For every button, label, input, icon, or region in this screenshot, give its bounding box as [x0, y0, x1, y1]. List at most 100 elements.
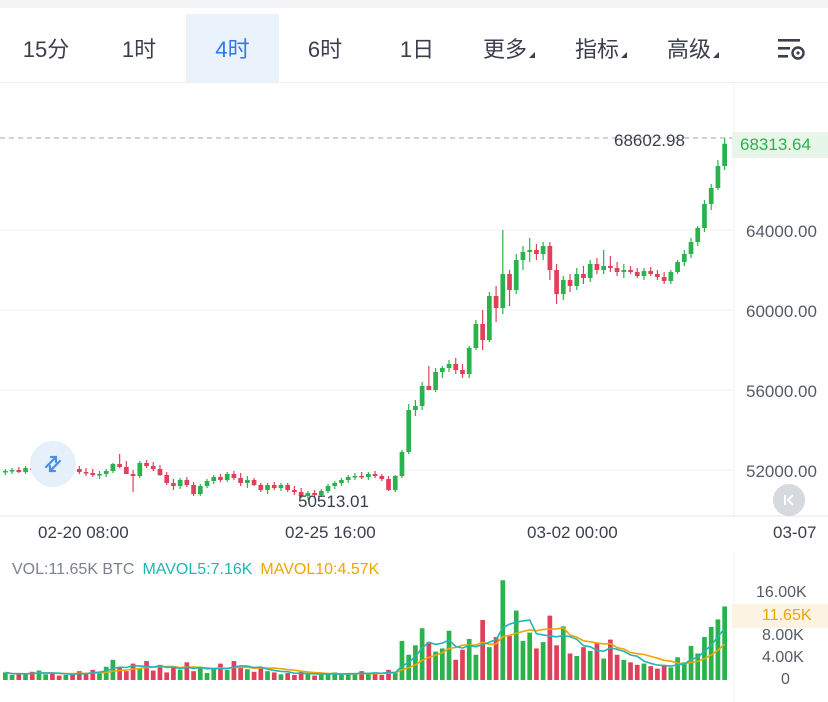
candle-body: [446, 364, 452, 368]
volume-bar: [150, 670, 156, 680]
tab-15m[interactable]: 15分: [0, 14, 92, 82]
volume-bar: [695, 653, 701, 680]
tab-label: 6时: [307, 37, 343, 62]
volume-bar: [245, 669, 250, 680]
swap-chart-button[interactable]: [30, 441, 76, 487]
volume-chart[interactable]: [0, 552, 828, 702]
candle-body: [90, 473, 96, 475]
volume-bar: [399, 640, 405, 680]
volume-bar: [298, 671, 304, 680]
scroll-to-latest-button[interactable]: [773, 484, 805, 516]
tab-indicators[interactable]: 指标: [555, 14, 647, 82]
candlestick-chart[interactable]: [0, 83, 828, 523]
volume-bar: [16, 673, 22, 680]
candle-body: [547, 246, 553, 270]
tab-advanced[interactable]: 高级: [647, 14, 739, 82]
candle-body: [110, 464, 116, 471]
tab-label: 高级: [666, 37, 711, 62]
tab-1h[interactable]: 1时: [92, 14, 186, 82]
volume-bar: [379, 674, 385, 680]
candle-body: [473, 324, 479, 348]
candle-body: [312, 493, 317, 495]
volume-bar: [634, 664, 640, 680]
volume-bar: [480, 620, 485, 680]
candle-body: [634, 272, 640, 276]
candle-body: [23, 468, 28, 472]
candle-body: [426, 386, 432, 390]
volume-bar: [197, 667, 203, 680]
candle-body: [594, 264, 600, 270]
volume-bar: [473, 654, 479, 680]
candle-body: [224, 474, 230, 480]
volume-bar: [43, 674, 49, 680]
volume-axis-label: 8.00K: [762, 627, 804, 644]
volume-bar: [574, 656, 580, 680]
candle-body: [325, 486, 331, 491]
volume-bar: [547, 615, 553, 680]
volume-bar: [76, 671, 82, 680]
volume-bar: [184, 662, 190, 680]
mavol5-line: [5, 619, 726, 676]
last-price-tag: 68313.64: [732, 132, 828, 158]
volume-bar: [446, 630, 452, 680]
volume-bar: [258, 667, 264, 680]
candle-body: [668, 272, 674, 281]
tab-label: 4时: [215, 37, 250, 62]
tab-label: 指标: [574, 37, 619, 62]
candle-body: [352, 476, 358, 478]
candle-body: [527, 250, 533, 252]
candle-body: [655, 274, 660, 277]
volume-bar: [527, 632, 533, 680]
volume-bar: [339, 674, 344, 680]
volume-bar: [661, 664, 667, 680]
volume-bar: [621, 659, 627, 680]
candle-body: [305, 493, 311, 496]
candle-body: [581, 274, 586, 278]
volume-bar: [29, 671, 35, 680]
time-axis-label: 02-25 16:00: [285, 523, 376, 542]
candle-body: [16, 470, 22, 472]
candle-body: [493, 296, 499, 308]
candle-body: [453, 364, 459, 370]
volume-bar: [567, 653, 573, 680]
tab-6h[interactable]: 6时: [279, 14, 371, 82]
volume-bar: [681, 662, 687, 680]
volume-bar: [655, 668, 660, 680]
volume-bar: [70, 673, 75, 680]
volume-bar: [292, 674, 297, 680]
candle-body: [587, 264, 593, 278]
caret-icon: [529, 52, 535, 58]
mavol10-label: MAVOL10:4.57K: [260, 561, 380, 578]
candle-body: [601, 266, 606, 270]
candle-body: [439, 368, 445, 372]
candle-body: [608, 266, 613, 268]
volume-bar: [23, 674, 28, 680]
candle-body: [661, 277, 667, 281]
tab-4h[interactable]: 4时: [186, 14, 279, 82]
volume-bar: [218, 663, 223, 680]
candle-body: [379, 476, 385, 479]
candle-body: [560, 280, 566, 294]
volume-bar: [520, 640, 526, 680]
candle-body: [278, 485, 284, 488]
tab-more[interactable]: 更多: [463, 14, 555, 82]
tab-1d[interactable]: 1日: [371, 14, 463, 82]
candle-body: [715, 166, 721, 188]
candle-body: [641, 271, 647, 276]
volume-bar: [392, 671, 398, 680]
candle-body: [332, 483, 338, 486]
volume-axis-label: 16.00K: [756, 584, 807, 601]
candle-body: [534, 250, 539, 254]
rewind-icon: [784, 494, 794, 506]
chart-settings-icon[interactable]: [776, 36, 806, 62]
candle-body: [648, 271, 654, 274]
volume-bar: [204, 673, 210, 680]
volume-bar: [560, 626, 566, 680]
volume-bar: [318, 674, 324, 680]
volume-bar: [50, 673, 55, 680]
volume-bar: [325, 673, 331, 680]
tab-label: 15分: [22, 37, 70, 62]
volume-bar: [433, 651, 438, 680]
volume-bar: [130, 663, 136, 680]
candle-body: [144, 463, 149, 466]
